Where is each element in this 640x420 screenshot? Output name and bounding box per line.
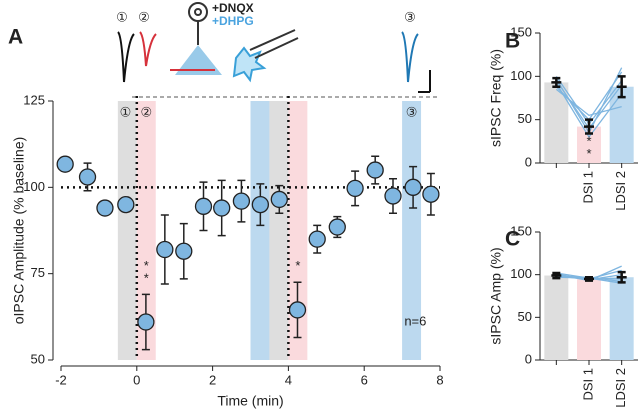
drug-label: +DNQX [212,1,254,15]
shade-band [269,101,289,360]
shade-band [117,101,137,360]
y-tick-label: 0 [525,154,532,169]
y-tick-label: 100 [510,266,532,281]
data-point [384,187,402,205]
annotation: n=6 [404,313,426,328]
electrode-head [188,2,208,22]
x-tick-label: DSI 1 [580,171,595,204]
data-point [156,240,174,259]
data-point [270,190,288,209]
y-tick-label: 150 [510,223,532,238]
individual-line [555,82,623,139]
panel-label: A [8,26,23,49]
x-tick-label: 6 [361,372,368,387]
marker: ① [116,9,128,24]
y-tick-label: 100 [510,68,532,83]
data-point [422,185,440,203]
y-axis-title: sIPSC Amp (%) [488,247,504,344]
data-point [194,197,213,215]
panel-label: B [505,30,520,53]
annotation: * [586,146,591,161]
y-axis-title: sIPSC Freq (%) [488,49,504,147]
electrode-center [194,8,202,16]
annotation: ① [120,105,132,120]
x-tick-label: 8 [436,372,443,387]
shade-band [288,101,308,360]
x-tick-label: DSI 1 [580,368,595,401]
error-bar [584,275,594,282]
x-tick-label: LDSI 2 [613,368,628,408]
y-tick-label: 100 [23,179,45,194]
pipette [249,29,299,59]
annotation: ② [140,105,152,120]
trace-black [117,31,135,83]
x-tick-label: 0 [133,372,140,387]
annotation: * [144,270,149,285]
data-point [56,155,74,173]
trace-blue [401,31,419,83]
data-point [251,195,270,214]
data-point [117,195,135,214]
x-tick-label: LDSI 2 [613,171,628,211]
data-point [213,199,231,217]
annotation: * [295,258,300,273]
panel-label: C [505,228,520,251]
data-point [308,230,326,248]
y-tick-label: 125 [23,92,45,107]
y-tick-label: 0 [525,351,532,366]
annotation: * [586,134,591,149]
individual-line [555,88,622,117]
shade-band [136,101,156,360]
marker: ② [138,9,150,24]
y-tick-label: 50 [518,111,532,126]
data-point [232,192,251,210]
bar [609,277,634,360]
x-tick-label: 2 [209,372,216,387]
x-axis-title: Time (min) [217,393,283,409]
error-bar [551,76,562,88]
error-bar [616,270,627,284]
y-tick-label: 50 [518,309,532,324]
cell [232,46,267,83]
light-cone [175,45,222,75]
bar [577,278,601,360]
y-tick-label: 150 [510,24,532,39]
annotation: ③ [406,105,418,120]
trace-red [139,31,157,67]
error-bar [551,271,562,280]
shade-band [402,101,422,360]
shade-band [250,101,270,360]
bar [544,275,569,360]
error-bar [616,75,627,99]
data-point [137,313,155,331]
drug-label: +DHPG [212,14,254,28]
y-axis-title: oIPSC Amplitude (% baseline) [11,137,27,325]
y-tick-label: 50 [31,351,45,366]
data-point [288,301,307,319]
schematic [117,2,440,98]
annotation: * [144,258,149,273]
y-tick-label: 75 [31,265,45,280]
marker: ③ [404,9,416,24]
x-tick-label: 4 [285,372,292,387]
error-bar [584,118,594,135]
data-point [346,179,364,198]
data-point [328,218,346,236]
data-point [404,178,422,196]
data-point [175,242,193,260]
data-point [366,161,384,179]
bar [609,86,634,163]
x-tick-label: -2 [55,372,67,387]
data-point [78,168,97,186]
data-point [96,199,114,217]
